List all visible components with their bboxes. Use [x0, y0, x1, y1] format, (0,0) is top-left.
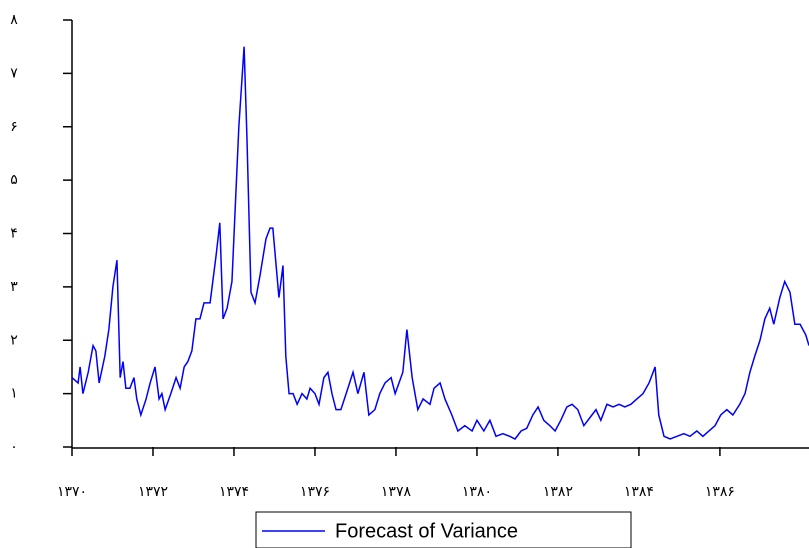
x-tick-label: ۱۳۷۰: [57, 484, 87, 500]
x-tick-label: ۱۳۷۴: [219, 484, 249, 500]
y-tick-label: ۷: [10, 65, 18, 81]
y-tick-label: ۸: [10, 12, 18, 28]
x-tick-label: ۱۳۸۴: [624, 484, 654, 500]
x-tick-label: ۱۳۸۶: [705, 484, 735, 500]
y-tick-label: ۳: [10, 279, 18, 295]
legend-label: Forecast of Variance: [335, 520, 518, 542]
y-tick-label: ۶: [10, 119, 18, 135]
x-tick-label: ۱۳۷۶: [300, 484, 330, 500]
series-line: [71, 46, 809, 440]
legend-box: [255, 511, 632, 548]
x-tick-label: ۱۳۸۲: [543, 484, 573, 500]
y-tick-label: ۰: [10, 439, 18, 455]
y-tick-label: ۲: [10, 332, 18, 348]
x-tick-label: ۱۳۷۲: [138, 484, 168, 500]
y-tick-label: ۵: [10, 172, 18, 188]
y-tick-label: ۱: [10, 386, 18, 402]
x-tick-label: ۱۳۸۰: [462, 484, 492, 500]
x-tick-label: ۱۳۷۸: [381, 484, 412, 500]
y-tick-label: ۴: [10, 226, 18, 242]
